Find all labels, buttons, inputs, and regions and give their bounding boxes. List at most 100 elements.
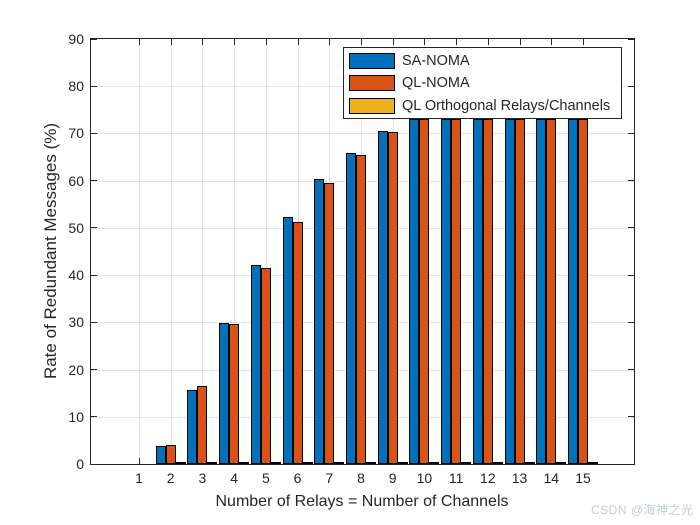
- y-tick-mark: [628, 132, 634, 134]
- y-tick-label: 20: [68, 361, 84, 378]
- y-tick-label: 70: [68, 125, 84, 142]
- bar-sa-noma: [441, 119, 451, 464]
- y-tick-mark: [628, 38, 634, 40]
- y-tick-mark: [91, 38, 97, 40]
- legend-swatch: [349, 97, 395, 114]
- bar-ql-noma: [451, 119, 461, 464]
- bar-ql-noma: [356, 155, 366, 464]
- bar-ql-noma: [261, 268, 271, 464]
- y-tick-label: 60: [68, 172, 84, 189]
- bar-ql-noma: [229, 324, 239, 464]
- bar-ql-noma: [419, 119, 429, 464]
- bar-ql-orthogonal-relays-channels: [493, 462, 503, 464]
- y-tick-mark: [91, 321, 97, 323]
- y-tick-mark: [628, 274, 634, 276]
- bar-sa-noma: [505, 119, 515, 464]
- legend-swatch: [349, 75, 395, 91]
- bar-ql-noma: [197, 386, 207, 464]
- y-axis-label: Rate of Redundant Messages (%): [41, 122, 60, 380]
- x-tick-label: 10: [416, 470, 433, 486]
- x-tick-label: 6: [293, 470, 302, 486]
- x-tick-mark: [298, 39, 299, 45]
- x-tick-mark: [139, 39, 140, 45]
- x-tick-mark: [266, 39, 267, 45]
- x-tick-mark: [583, 39, 584, 45]
- x-tick-label: 7: [325, 470, 334, 486]
- x-tick-label: 4: [230, 470, 239, 486]
- x-tick-label: 13: [511, 470, 528, 486]
- y-tick-mark: [628, 85, 634, 87]
- x-tick-mark: [551, 39, 552, 45]
- y-tick-mark: [91, 369, 97, 371]
- bar-ql-orthogonal-relays-channels: [556, 462, 566, 464]
- bar-ql-orthogonal-relays-channels: [303, 462, 313, 464]
- x-tick-label: 5: [261, 470, 270, 486]
- bar-sa-noma: [346, 153, 356, 464]
- bar-sa-noma: [473, 119, 483, 464]
- bar-ql-noma: [293, 222, 303, 464]
- y-tick-label: 50: [68, 219, 84, 236]
- bar-ql-orthogonal-relays-channels: [461, 462, 471, 464]
- y-tick-label: 90: [68, 31, 84, 47]
- bar-ql-orthogonal-relays-channels: [239, 462, 249, 464]
- legend-label: QL-NOMA: [402, 75, 470, 91]
- x-tick-mark: [488, 39, 489, 45]
- y-tick-mark: [91, 274, 97, 276]
- bar-sa-noma: [219, 323, 229, 464]
- x-tick-label: 9: [388, 470, 397, 486]
- bar-ql-orthogonal-relays-channels: [176, 462, 186, 464]
- bar-sa-noma: [283, 217, 293, 464]
- y-tick-mark: [628, 227, 634, 229]
- legend-entry: SA-NOMA: [344, 51, 621, 71]
- y-tick-mark: [91, 132, 97, 134]
- bar-ql-orthogonal-relays-channels: [366, 462, 376, 464]
- legend-label: SA-NOMA: [402, 52, 470, 69]
- x-tick-mark: [520, 39, 521, 45]
- y-tick-mark: [91, 85, 97, 87]
- bar-ql-orthogonal-relays-channels: [334, 462, 344, 464]
- x-tick-mark: [234, 39, 235, 45]
- bar-sa-noma: [378, 131, 388, 464]
- legend: SA-NOMA QL-NOMA QL Orthogonal Relays/Chann…: [343, 47, 622, 119]
- legend-swatch: [349, 52, 395, 69]
- bar-sa-noma: [314, 179, 324, 464]
- x-tick-mark: [139, 458, 140, 464]
- gridline-horizontal: [91, 133, 634, 135]
- x-tick-mark: [456, 39, 457, 45]
- legend-entry: QL-NOMA: [344, 73, 621, 93]
- bar-sa-noma: [251, 265, 261, 464]
- bar-ql-orthogonal-relays-channels: [207, 462, 217, 464]
- bar-ql-noma: [483, 119, 493, 464]
- x-tick-mark: [171, 39, 172, 45]
- y-tick-label: 40: [68, 267, 84, 284]
- y-tick-label: 10: [68, 408, 84, 425]
- x-tick-label: 15: [575, 470, 591, 486]
- watermark: CSDN @海神之光: [591, 503, 694, 517]
- x-tick-label: 2: [166, 470, 175, 486]
- y-tick-mark: [628, 180, 634, 182]
- y-tick-mark: [91, 227, 97, 229]
- gridline-vertical: [266, 39, 267, 464]
- x-tick-label: 12: [480, 470, 496, 486]
- bar-ql-orthogonal-relays-channels: [271, 462, 281, 464]
- x-tick-label: 3: [198, 470, 207, 486]
- bar-sa-noma: [187, 390, 197, 464]
- y-tick-mark: [91, 463, 97, 465]
- bar-ql-noma: [578, 119, 588, 464]
- gridline-vertical: [202, 39, 203, 464]
- x-tick-mark: [329, 39, 330, 45]
- legend-label: QL Orthogonal Relays/Channels: [402, 97, 611, 114]
- y-tick-mark: [628, 369, 634, 371]
- bar-sa-noma: [156, 446, 166, 464]
- x-tick-label: 8: [357, 470, 365, 486]
- y-tick-mark: [91, 180, 97, 182]
- bar-ql-noma: [324, 183, 334, 464]
- bar-ql-noma: [166, 445, 176, 464]
- y-tick-label: 0: [76, 456, 84, 472]
- bar-ql-orthogonal-relays-channels: [588, 462, 598, 464]
- y-tick-mark: [628, 416, 634, 418]
- gridline-vertical: [234, 39, 235, 464]
- y-tick-mark: [628, 463, 634, 465]
- x-tick-label: 1: [135, 470, 143, 486]
